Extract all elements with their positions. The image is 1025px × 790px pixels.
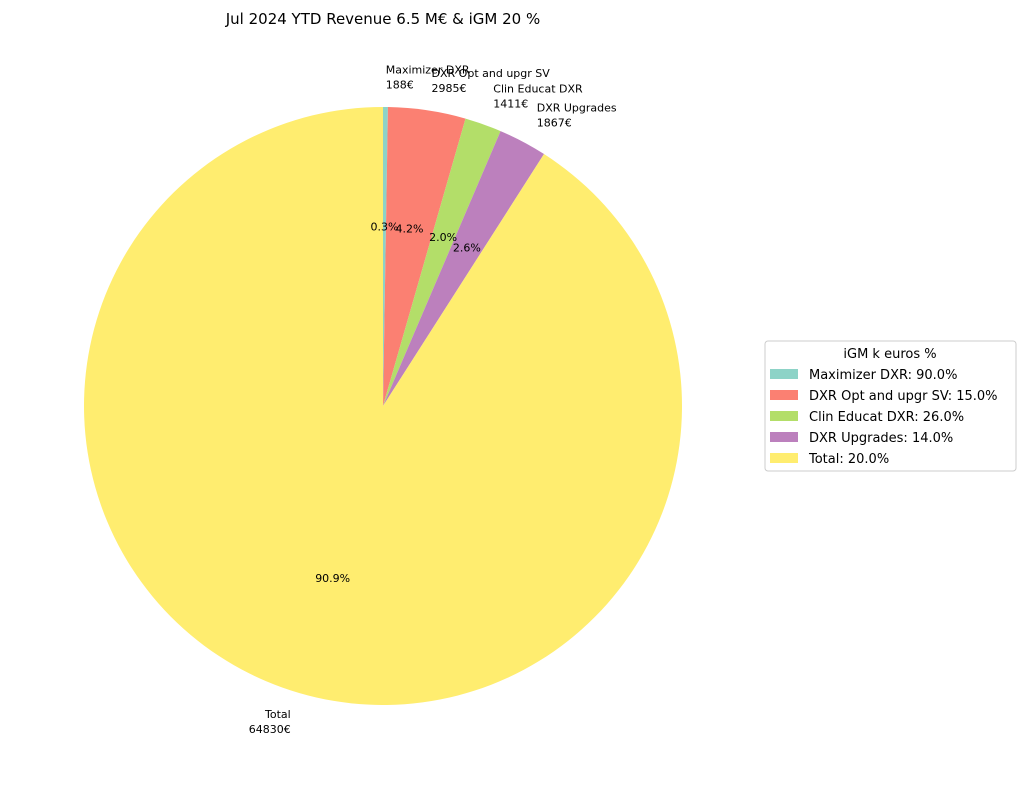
slice-percent-label: 90.9%	[315, 572, 350, 585]
legend-title: iGM k euros %	[843, 347, 936, 362]
slice-percent-label: 4.2%	[396, 223, 424, 236]
percent-labels: 0.3%4.2% 2.0%2.6% 90.9%	[315, 221, 481, 586]
pie-slice	[383, 107, 466, 407]
pie-slice	[383, 131, 545, 406]
legend-entries: Maximizer DXR: 90.0% DXR Opt and upgr SV:…	[770, 368, 998, 467]
slice-label: DXR Opt and upgr SV 2985€	[432, 67, 551, 95]
legend-swatch	[770, 369, 798, 379]
legend-swatch	[770, 453, 798, 463]
slice-label: Maximizer DXR 188€	[386, 64, 470, 92]
slice-percent-label: 0.3%	[371, 221, 399, 234]
legend-entry-label: Maximizer DXR: 90.0%	[809, 368, 957, 383]
slice-label: Total 64830€	[249, 708, 291, 736]
slice-labels: Maximizer DXR 188€DXR Opt and upgr SV 2985…	[249, 64, 617, 737]
legend-entry-label: DXR Upgrades: 14.0%	[809, 431, 953, 446]
legend-box	[764, 340, 1017, 472]
slice-label: Clin Educat DXR 1411€	[493, 83, 583, 111]
pie-slice	[383, 107, 388, 406]
slice-label: DXR Upgrades 1867€	[537, 102, 617, 130]
legend-swatch	[770, 432, 798, 442]
slice-percent-label: 2.0%	[429, 231, 457, 244]
pie-slice	[84, 106, 682, 705]
pie-slice	[383, 118, 501, 407]
pie-slices	[84, 106, 682, 705]
chart-title: Jul 2024 YTD Revenue 6.5 M€ & iGM 20 %	[225, 10, 541, 28]
legend: iGM k euros % Maximizer DXR: 90.0% DXR Op…	[764, 340, 1017, 472]
legend-entry-label: Total: 20.0%	[808, 452, 889, 467]
legend-swatch	[770, 390, 798, 400]
slice-percent-label: 2.6%	[453, 241, 481, 254]
legend-entry-label: DXR Opt and upgr SV: 15.0%	[809, 389, 998, 404]
legend-entry-label: Clin Educat DXR: 26.0%	[809, 410, 964, 425]
legend-swatch	[770, 411, 798, 421]
